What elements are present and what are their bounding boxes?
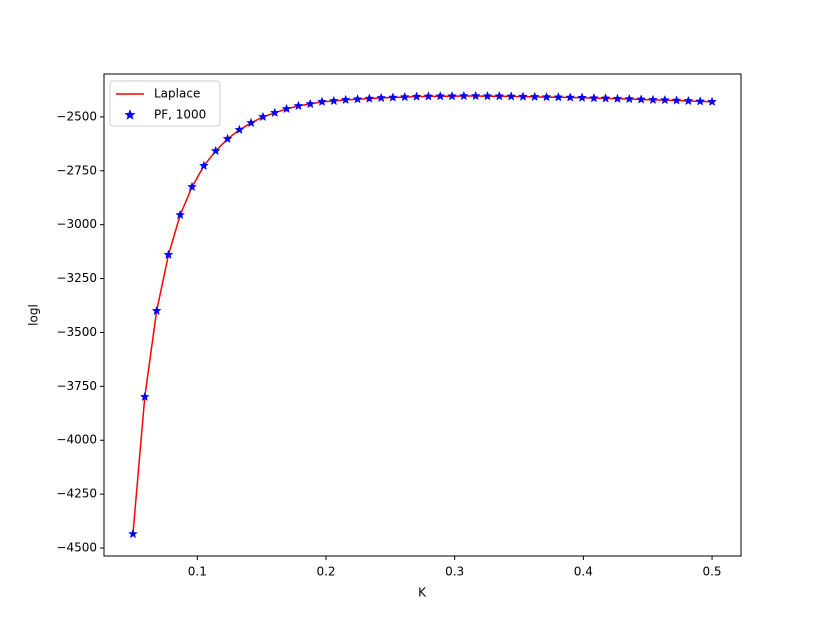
plot-frame: [103, 73, 742, 557]
star-marker: [198, 160, 209, 171]
star-marker: [376, 92, 387, 103]
x-axis-label: K: [418, 586, 427, 600]
star-marker: [317, 96, 327, 107]
y-tick-label: −2500: [56, 109, 97, 123]
star-marker: [447, 90, 458, 101]
y-tick-label: −2750: [56, 163, 97, 177]
y-tick-label: −4000: [56, 433, 97, 447]
x-tick-label: 0.1: [188, 565, 207, 579]
star-marker: [541, 91, 552, 102]
star-marker: [387, 92, 398, 102]
star-marker: [257, 111, 268, 122]
star-marker: [151, 305, 162, 316]
y-tick-label: −3500: [56, 325, 97, 339]
star-marker: [187, 181, 197, 192]
star-marker: [127, 528, 138, 539]
star-marker: [659, 94, 670, 105]
star-marker: [577, 92, 588, 102]
star-marker: [139, 391, 150, 402]
star-marker: [305, 98, 316, 109]
star-marker: [234, 124, 245, 135]
legend-label: PF, 1000: [154, 108, 206, 122]
star-marker: [553, 92, 564, 102]
star-marker: [175, 209, 186, 220]
y-tick-label: −3000: [56, 217, 97, 231]
star-marker: [600, 93, 611, 103]
star-marker: [671, 95, 682, 105]
legend-label: Laplace: [154, 87, 200, 101]
y-tick-label: −4500: [56, 541, 97, 555]
star-marker: [588, 92, 599, 103]
star-marker: [340, 94, 351, 105]
star-marker: [565, 92, 576, 102]
x-tick-label: 0.3: [445, 565, 464, 579]
star-marker: [707, 96, 718, 107]
star-marker: [683, 95, 694, 106]
star-marker: [648, 94, 658, 105]
star-marker: [529, 91, 540, 102]
star-marker: [399, 91, 410, 102]
y-tick-label: −3750: [56, 379, 97, 393]
y-axis-label: logl: [27, 304, 41, 326]
star-marker: [246, 117, 257, 128]
star-marker: [222, 133, 233, 144]
star-marker: [435, 90, 446, 101]
star-marker: [458, 90, 469, 101]
star-marker: [494, 90, 505, 101]
y-tick-label: −3250: [56, 271, 97, 285]
legend-marker: [124, 109, 136, 120]
star-marker: [695, 96, 706, 106]
y-tick-label: −4250: [56, 487, 97, 501]
star-marker: [281, 103, 292, 114]
star-marker: [518, 91, 528, 101]
x-tick-label: 0.5: [702, 565, 721, 579]
star-marker: [506, 91, 517, 101]
star-marker: [293, 100, 304, 111]
star-marker: [411, 91, 422, 101]
star-marker: [624, 93, 635, 104]
star-marker: [210, 145, 221, 156]
star-marker: [364, 93, 375, 103]
star-marker: [163, 249, 174, 260]
star-marker: [636, 94, 647, 104]
star-marker: [328, 95, 339, 106]
star-marker: [352, 94, 363, 104]
x-tick-label: 0.4: [574, 565, 593, 579]
legend-box: [109, 80, 221, 127]
star-marker: [470, 90, 481, 101]
x-tick-label: 0.2: [316, 565, 335, 579]
star-marker: [612, 93, 623, 104]
star-marker: [269, 107, 280, 118]
star-marker: [423, 91, 434, 101]
star-marker: [482, 90, 493, 101]
